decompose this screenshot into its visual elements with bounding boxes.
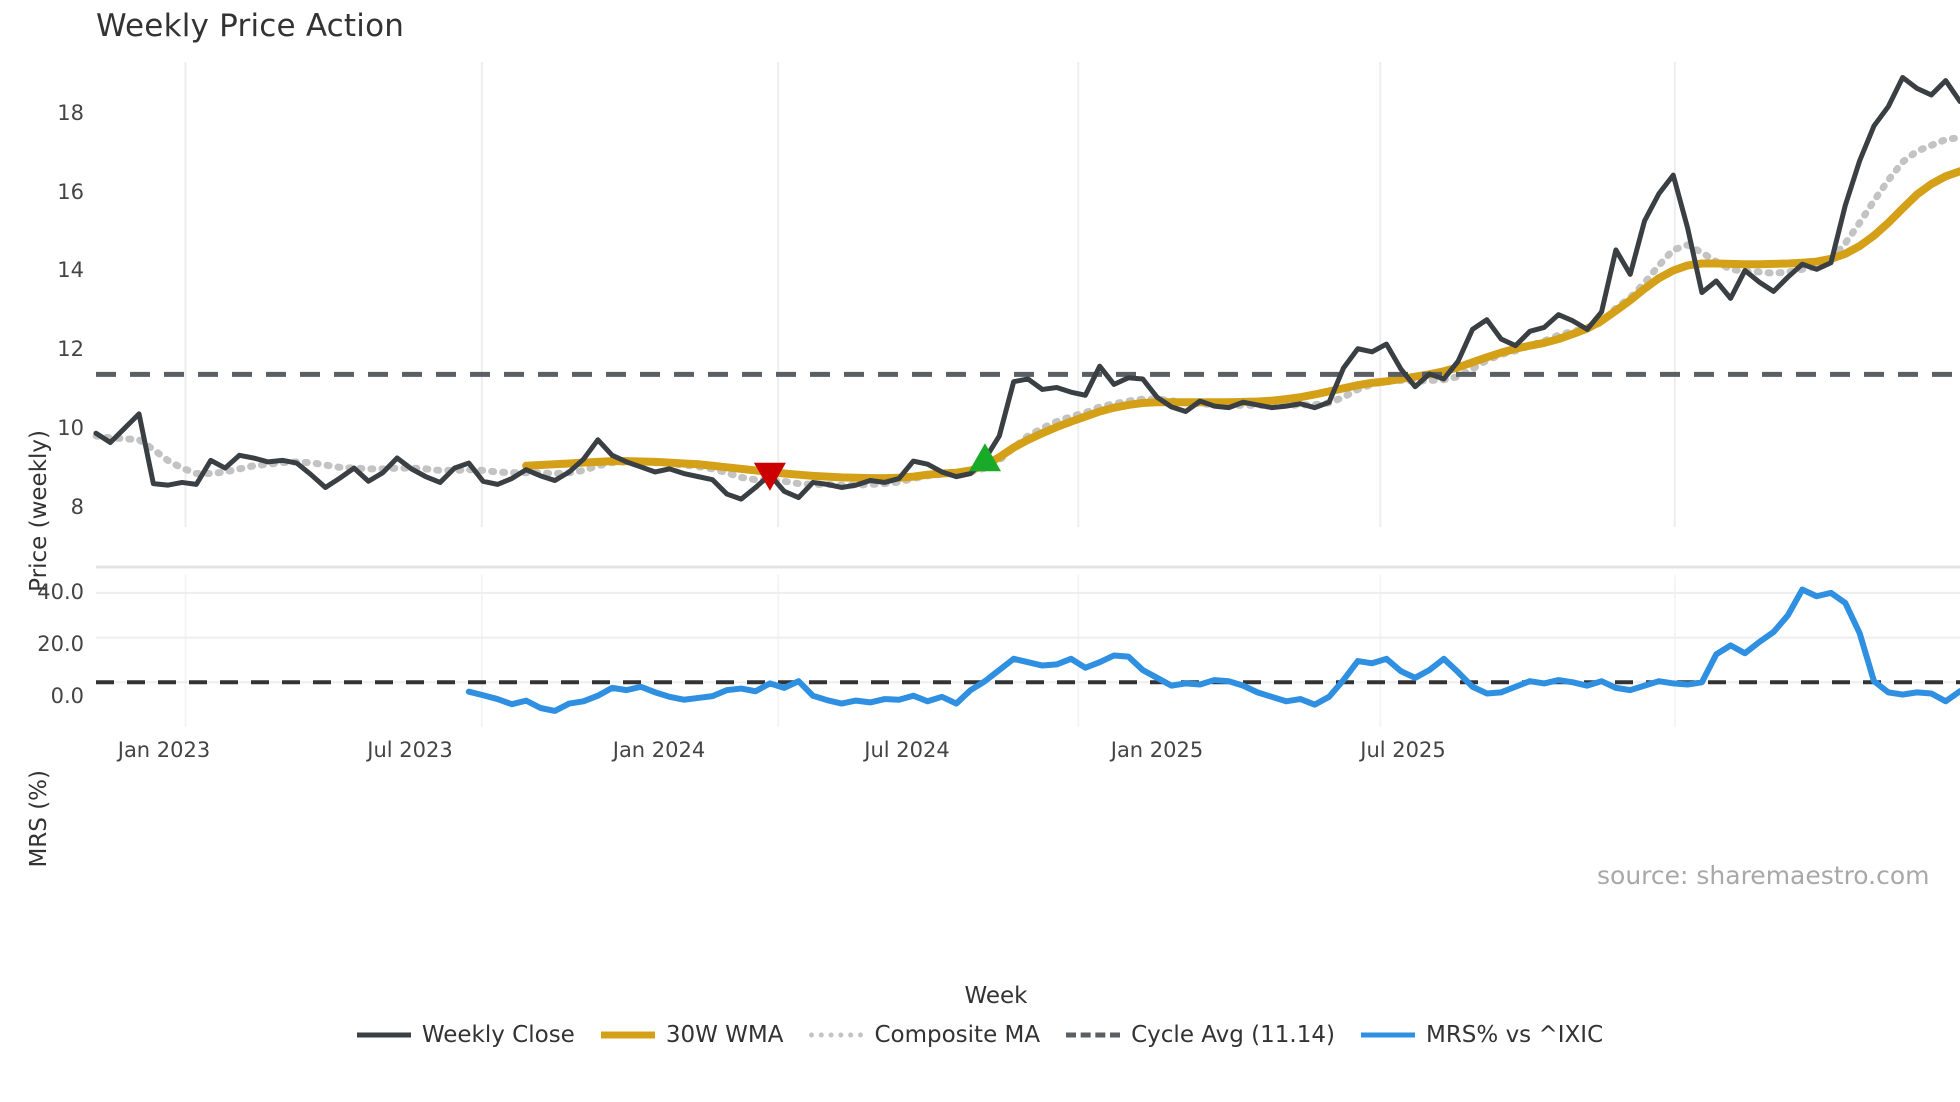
xtick-jan-2025: Jan 2025 — [1110, 738, 1204, 762]
line-swatch-icon — [356, 1024, 411, 1046]
legend-label: Composite MA — [874, 1022, 1041, 1048]
signal-markers-group — [753, 443, 1001, 491]
price-series-group — [92, 75, 1960, 502]
legend-label: Cycle Avg (11.14) — [1131, 1022, 1335, 1048]
xtick-jan-2024: Jan 2024 — [612, 738, 706, 762]
legend-label: MRS% vs ^IXIC — [1425, 1022, 1604, 1048]
legend-item-composite-ma[interactable]: Composite MA — [809, 1022, 1040, 1048]
x-axis-label: Week — [964, 983, 1028, 1009]
price-ytick-16: 16 — [57, 180, 84, 204]
price-gridlines — [184, 62, 1676, 527]
legend-item-weekly-close[interactable]: Weekly Close — [356, 1022, 575, 1048]
legend-label: Weekly Close — [421, 1022, 575, 1048]
mrs-gridlines — [96, 565, 1960, 727]
legend-item-mrs[interactable]: MRS% vs ^IXIC — [1360, 1022, 1604, 1048]
legend-label: 30W WMA — [665, 1022, 784, 1048]
dashed-line-swatch-icon — [1066, 1024, 1121, 1046]
source-watermark: source: sharemaestro.com — [1597, 861, 1930, 890]
price-ytick-18: 18 — [57, 101, 84, 125]
legend-item-30w-wma[interactable]: 30W WMA — [600, 1022, 784, 1048]
line-swatch-icon — [600, 1024, 655, 1046]
mrs-ytick-20: 20.0 — [37, 632, 84, 656]
xtick-jul-2023: Jul 2023 — [367, 738, 453, 762]
price-ytick-12: 12 — [57, 337, 84, 361]
legend-item-cycle-avg[interactable]: Cycle Avg (11.14) — [1066, 1022, 1335, 1048]
page-title: Weekly Price Action — [96, 8, 405, 44]
xtick-jul-2025: Jul 2025 — [1360, 738, 1446, 762]
line-swatch-icon — [1360, 1024, 1415, 1046]
price-ytick-14: 14 — [57, 258, 84, 282]
dotted-line-swatch-icon — [809, 1024, 864, 1046]
price-ytick-8: 8 — [70, 495, 84, 519]
mrs-ytick-0: 0.0 — [50, 684, 84, 708]
xtick-jan-2023: Jan 2023 — [117, 738, 211, 762]
mrs-series-group — [96, 586, 1960, 714]
mrs-ytick-40: 40.0 — [37, 580, 84, 604]
chart-legend: Weekly Close 30W WMA Composite MA Cycle … — [0, 1022, 1960, 1048]
xtick-jul-2024: Jul 2024 — [864, 738, 950, 762]
price-ytick-10: 10 — [57, 416, 84, 440]
mrs-y-axis-label: MRS (%) — [26, 770, 52, 868]
